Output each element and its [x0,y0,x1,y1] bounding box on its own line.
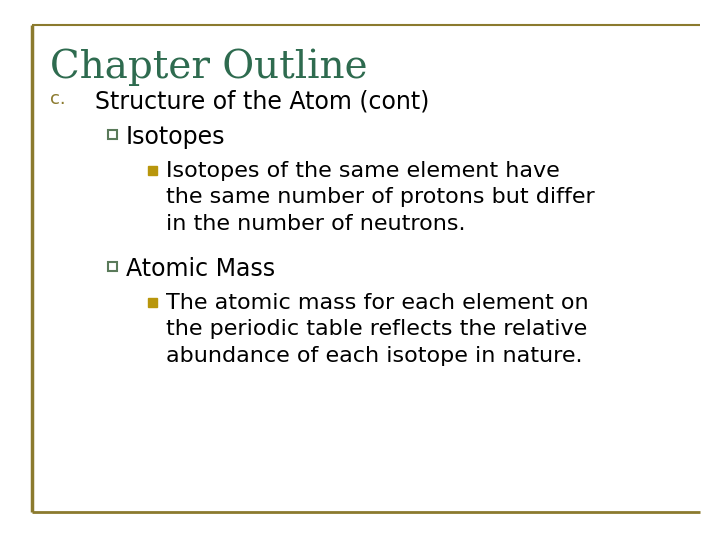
Text: The atomic mass for each element on
the periodic table reflects the relative
abu: The atomic mass for each element on the … [166,293,589,366]
Bar [148,166,157,175]
Text: Structure of the Atom (cont): Structure of the Atom (cont) [95,90,429,114]
Text: Atomic Mass: Atomic Mass [126,257,275,281]
Text: Isotopes of the same element have
the same number of protons but differ
in the n: Isotopes of the same element have the sa… [166,161,595,234]
Text: Chapter Outline: Chapter Outline [50,48,368,85]
Text: Isotopes: Isotopes [126,125,225,149]
Bar [148,298,157,307]
Bar [108,130,117,139]
Bar [108,262,117,271]
Text: c.: c. [50,90,66,108]
